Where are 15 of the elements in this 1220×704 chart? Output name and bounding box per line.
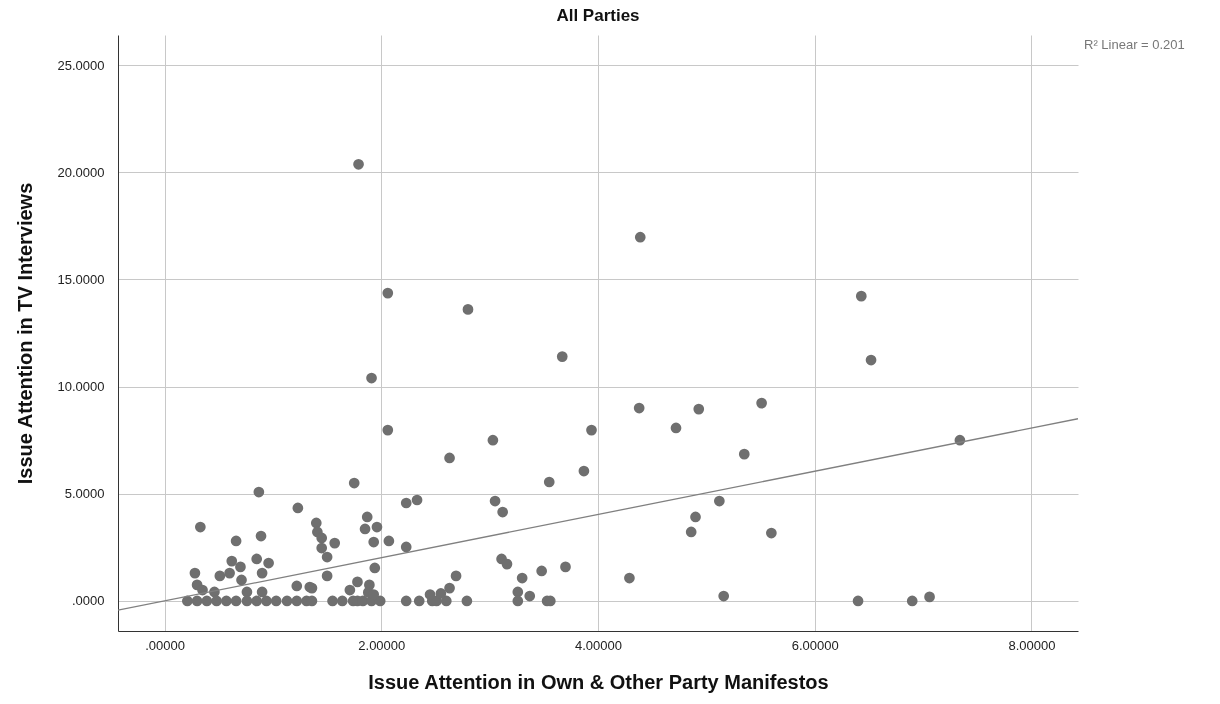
y-tick-label: 5.0000: [64, 486, 105, 502]
y-tick-label: .0000: [71, 593, 105, 609]
y-tick-label: 25.0000: [57, 57, 105, 73]
x-tick-label: 2.00000: [358, 637, 406, 653]
chart-title: All Parties: [556, 6, 640, 25]
y-tick-label: 10.0000: [57, 379, 105, 395]
x-tick-label: 8.00000: [1008, 637, 1056, 653]
y-tick-label: 20.0000: [57, 164, 105, 180]
x-tick-label: 6.00000: [791, 637, 839, 653]
x-tick-label: 4.00000: [575, 637, 622, 653]
x-tick-label: .00000: [145, 637, 185, 653]
x-axis-title: Issue Attention in Own & Other Party Manifestos: [368, 670, 829, 693]
text: R² Linear = 0.201: [1084, 37, 1185, 52]
y-axis-title: Issue Attention in TV Interviews: [13, 182, 36, 485]
y-tick-label: 15.0000: [57, 271, 105, 287]
